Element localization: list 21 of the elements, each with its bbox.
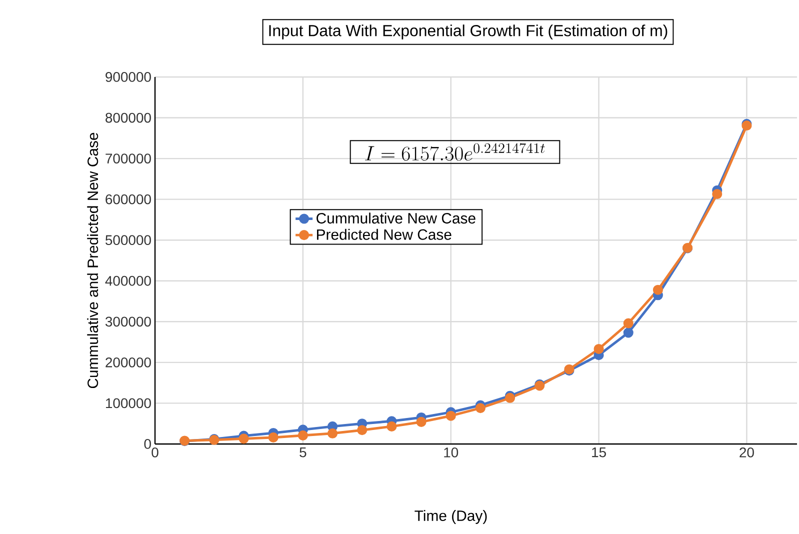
x-axis-title: Time (Day) [414,510,487,524]
y-tick-label: 200000 [106,357,151,368]
y-tick-label: 100000 [106,398,151,408]
y-tick-label: 400000 [105,276,151,286]
y-tick-label: 800000 [106,112,151,123]
y-tick-label: 900000 [106,72,151,82]
x-tick-label: 20 [740,447,754,458]
x-tick-label: 10 [444,447,458,458]
x-tick-label: 5 [300,448,306,458]
y-tick-label: 500000 [106,235,151,246]
annotation: $I = 6157.30e^{0.24214741t}$ [365,143,545,161]
y-tick-label: 0 [144,439,151,449]
x-tick-label: 0 [152,447,158,458]
y-axis-title: Cummulative and Predicted New Case [87,132,98,388]
chart-title: Input Data With Exponential Growth Fit (Estimation of m) [269,24,668,40]
x-tick-label: 15 [592,448,606,458]
y-tick-label: 700000 [106,154,151,164]
legend-label: Predicted New Case [317,228,452,240]
y-tick-label: 600000 [106,194,151,204]
y-tick-label: 300000 [105,316,151,327]
legend-label: Cummulative New Case [316,212,476,224]
